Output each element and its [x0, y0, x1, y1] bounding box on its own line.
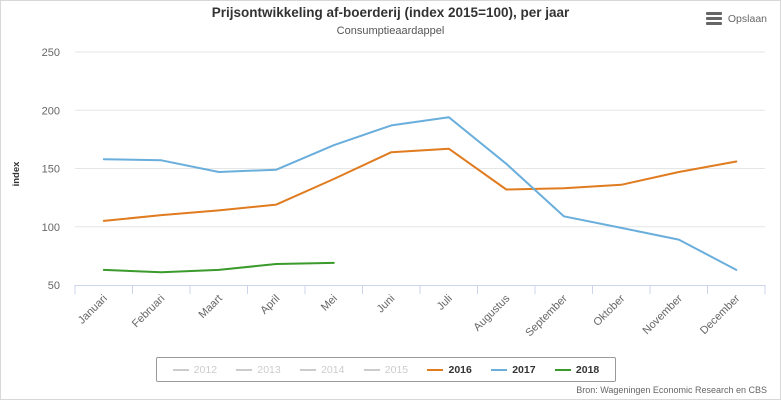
chart-title: Prijsontwikkeling af-boerderij (index 20…	[211, 5, 570, 20]
data-point-2018[interactable]	[216, 267, 222, 273]
legend-label: 2016	[448, 363, 472, 376]
x-tick-label: Januari	[76, 293, 110, 327]
x-tick-label: Februari	[130, 293, 167, 330]
legend-label: 2017	[512, 363, 536, 376]
data-point-2017[interactable]	[101, 156, 107, 162]
legend-item-2017[interactable]: 2017	[491, 363, 536, 376]
x-tick-label: December	[698, 292, 743, 337]
data-point-2016[interactable]	[101, 218, 107, 224]
y-tick-label: 250	[42, 47, 60, 59]
x-tick-label: September	[523, 292, 570, 339]
hamburger-menu-icon	[705, 12, 722, 25]
y-tick-label: 50	[48, 280, 60, 292]
data-point-2016[interactable]	[503, 186, 509, 192]
data-point-2017[interactable]	[331, 142, 337, 148]
data-point-2016[interactable]	[618, 182, 624, 188]
legend-swatch	[363, 368, 380, 371]
legend-swatch	[491, 368, 508, 371]
data-point-2018[interactable]	[101, 267, 107, 273]
save-label: Opslaan	[727, 12, 767, 25]
data-point-2016[interactable]	[733, 159, 739, 165]
data-point-2017[interactable]	[676, 237, 682, 243]
legend-label: 2014	[321, 363, 345, 376]
data-point-2017[interactable]	[216, 169, 222, 175]
legend-item-2015[interactable]: 2015	[363, 363, 409, 376]
series-line-2018[interactable]	[102, 261, 335, 274]
data-point-2017[interactable]	[273, 167, 279, 173]
x-tick-label: Juli	[435, 293, 455, 313]
data-point-2016[interactable]	[676, 169, 682, 175]
data-point-2016[interactable]	[273, 202, 279, 208]
data-point-2017[interactable]	[503, 161, 509, 167]
data-point-2017[interactable]	[561, 213, 567, 219]
legend-item-2018[interactable]: 2018	[554, 363, 600, 376]
chart-legend: 2012 2013 2014 2015 2016 2017 2018	[156, 357, 616, 382]
data-point-2016[interactable]	[331, 176, 337, 182]
data-point-2018[interactable]	[158, 269, 164, 275]
legend-item-2016[interactable]: 2016	[427, 363, 472, 376]
data-point-2017[interactable]	[158, 157, 164, 163]
x-tick-label: Maart	[196, 293, 224, 321]
x-tick-label: Mei	[319, 293, 340, 314]
legend-item-2013[interactable]: 2013	[236, 363, 281, 376]
legend-swatch	[554, 368, 571, 371]
legend-label: 2015	[384, 363, 409, 376]
legend-label: 2012	[193, 363, 218, 376]
data-point-2016[interactable]	[446, 146, 452, 152]
legend-swatch	[300, 368, 317, 371]
save-button[interactable]: Opslaan	[705, 12, 767, 25]
data-point-2018[interactable]	[331, 260, 337, 266]
legend-swatch	[236, 368, 253, 371]
data-point-2017[interactable]	[388, 122, 394, 128]
data-point-2017[interactable]	[618, 225, 624, 231]
chart-subtitle: Consumptieaardappel	[336, 25, 445, 37]
series-line-2017[interactable]	[102, 116, 738, 271]
data-point-2016[interactable]	[158, 212, 164, 218]
data-point-2018[interactable]	[273, 261, 279, 267]
source-credit: Bron: Wageningen Economic Research en CB…	[576, 385, 767, 395]
x-tick-label: November	[641, 292, 686, 337]
legend-swatch	[172, 368, 189, 371]
x-tick-label: Juni	[375, 293, 398, 316]
x-tick-label: April	[258, 293, 282, 317]
data-point-2016[interactable]	[216, 207, 222, 213]
legend-label: 2013	[257, 363, 281, 376]
y-tick-label: 200	[42, 105, 60, 117]
data-point-2016[interactable]	[561, 185, 567, 191]
data-point-2016[interactable]	[388, 149, 394, 155]
x-tick-label: Oktober	[591, 292, 627, 328]
legend-item-2012[interactable]: 2012	[172, 363, 218, 376]
data-point-2017[interactable]	[446, 114, 452, 120]
data-point-2017[interactable]	[733, 267, 739, 273]
series-line-2016[interactable]	[102, 147, 738, 222]
legend-label: 2018	[575, 363, 600, 376]
x-tick-label: Augustus	[471, 292, 512, 333]
legend-swatch	[427, 368, 444, 371]
legend-item-2014[interactable]: 2014	[300, 364, 344, 376]
y-tick-label: 150	[42, 164, 60, 176]
y-tick-label: 100	[42, 222, 60, 234]
